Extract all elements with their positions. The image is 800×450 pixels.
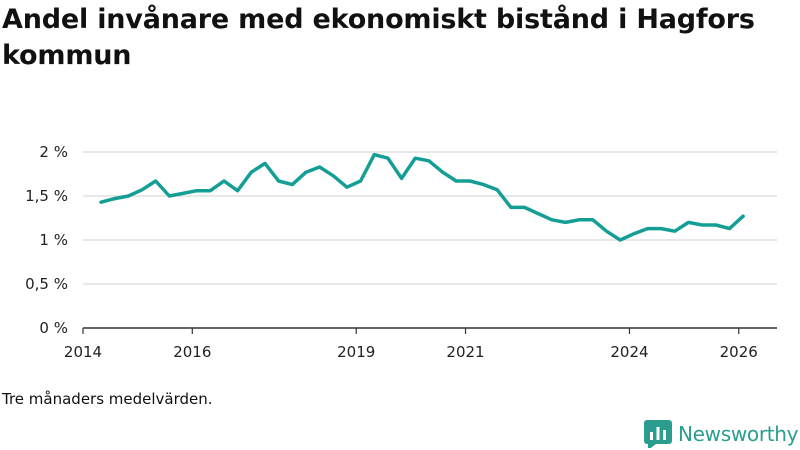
data-point [277, 179, 281, 183]
data-point [482, 183, 486, 187]
data-point [441, 170, 445, 174]
newsworthy-logo-icon [644, 420, 672, 448]
data-point [181, 191, 185, 195]
data-point [208, 189, 212, 193]
y-tick-label: 2 % [39, 143, 68, 161]
data-point [154, 179, 158, 183]
data-point [468, 179, 472, 183]
data-point [645, 227, 649, 231]
data-point [618, 238, 622, 242]
data-point [454, 179, 458, 183]
gridlines [83, 151, 777, 285]
y-tick-label: 0,5 % [25, 275, 68, 293]
data-point [536, 212, 540, 216]
series-line-0 [99, 152, 745, 242]
data-point [550, 218, 554, 222]
brand-logo[interactable]: Newsworthy [644, 419, 799, 449]
data-point [714, 223, 718, 227]
data-point [167, 194, 171, 198]
data-point [222, 179, 226, 183]
data-point [386, 156, 390, 160]
data-point [673, 229, 677, 233]
data-point [290, 183, 294, 187]
data-point [372, 153, 376, 157]
data-point [318, 165, 322, 169]
data-point [577, 218, 581, 222]
data-point [659, 227, 663, 231]
data-point [495, 188, 499, 192]
data-point [331, 174, 335, 178]
data-point [632, 232, 636, 236]
data-point [236, 189, 240, 193]
data-point [263, 161, 267, 165]
data-point [413, 156, 417, 160]
data-point [700, 223, 704, 227]
x-tick-label: 2021 [446, 343, 484, 361]
data-point [400, 176, 404, 180]
data-point [591, 218, 595, 222]
data-point [509, 205, 513, 209]
x-tick-label: 2019 [337, 343, 375, 361]
data-point [126, 194, 130, 198]
data-point [523, 205, 527, 209]
y-tick-label: 0 % [39, 319, 68, 337]
y-tick-labels: 0 % 0,5 % 1 % 1,5 % 2 % [25, 143, 68, 337]
data-point [564, 220, 568, 224]
data-point [195, 189, 199, 193]
brand-name: Newsworthy [678, 422, 799, 446]
data-point [249, 170, 253, 174]
data-point [605, 229, 609, 233]
x-tick-label: 2024 [610, 343, 648, 361]
data-point [304, 170, 308, 174]
series-layer [99, 152, 745, 242]
data-point [727, 227, 731, 231]
x-tick-label: 2016 [173, 343, 211, 361]
data-point [99, 200, 103, 204]
data-point [427, 159, 431, 163]
x-tick-label: 2014 [64, 343, 102, 361]
x-axis [82, 327, 777, 334]
data-point [345, 185, 349, 189]
y-tick-label: 1 % [39, 231, 68, 249]
data-point [113, 197, 117, 201]
y-tick-label: 1,5 % [25, 187, 68, 205]
footnote: Tre månaders medelvärden. [2, 390, 213, 408]
data-point [359, 179, 363, 183]
data-point [140, 188, 144, 192]
x-tick-label: 2026 [720, 343, 758, 361]
data-point [741, 214, 745, 218]
data-point [686, 220, 690, 224]
x-tick-labels: 2014 2016 2019 2021 2024 2026 [64, 343, 758, 361]
chart-title: Andel invånare med ekonomiskt bistånd i … [2, 4, 755, 71]
